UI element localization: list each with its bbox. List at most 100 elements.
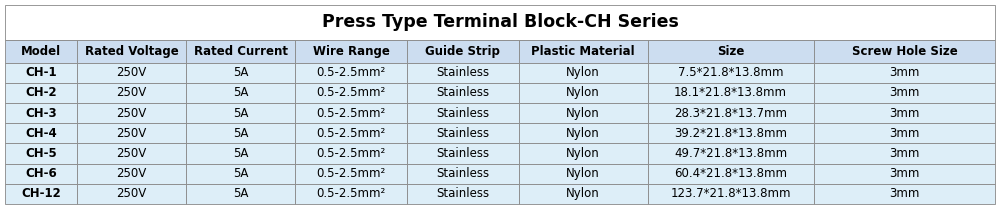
Bar xyxy=(648,184,814,204)
Bar xyxy=(407,123,519,143)
Text: Stainless: Stainless xyxy=(436,187,489,200)
Bar xyxy=(519,123,648,143)
Bar xyxy=(814,63,995,83)
Text: 3mm: 3mm xyxy=(889,66,920,79)
Bar xyxy=(648,40,814,63)
Bar xyxy=(77,123,186,143)
Bar xyxy=(407,103,519,123)
Text: 39.2*21.8*13.8mm: 39.2*21.8*13.8mm xyxy=(674,127,787,140)
Bar xyxy=(295,123,407,143)
Bar xyxy=(295,164,407,184)
Text: 3mm: 3mm xyxy=(889,127,920,140)
Bar xyxy=(814,83,995,103)
Text: CH-1: CH-1 xyxy=(25,66,57,79)
Text: 3mm: 3mm xyxy=(889,187,920,200)
Text: 123.7*21.8*13.8mm: 123.7*21.8*13.8mm xyxy=(670,187,791,200)
Bar xyxy=(5,184,77,204)
Text: Size: Size xyxy=(717,45,744,58)
Text: Nylon: Nylon xyxy=(566,127,600,140)
Text: Nylon: Nylon xyxy=(566,147,600,160)
Bar xyxy=(295,40,407,63)
Text: 5A: 5A xyxy=(233,127,248,140)
Text: Stainless: Stainless xyxy=(436,147,489,160)
Bar xyxy=(519,164,648,184)
Bar xyxy=(77,103,186,123)
Bar xyxy=(648,83,814,103)
Text: Press Type Terminal Block-CH Series: Press Type Terminal Block-CH Series xyxy=(322,13,678,31)
Text: CH-4: CH-4 xyxy=(25,127,57,140)
Bar xyxy=(77,40,186,63)
Text: 5A: 5A xyxy=(233,107,248,120)
Text: Plastic Material: Plastic Material xyxy=(531,45,635,58)
Bar xyxy=(295,184,407,204)
Text: Screw Hole Size: Screw Hole Size xyxy=(852,45,957,58)
Text: 0.5-2.5mm²: 0.5-2.5mm² xyxy=(316,87,386,99)
Text: Stainless: Stainless xyxy=(436,127,489,140)
Text: 0.5-2.5mm²: 0.5-2.5mm² xyxy=(316,187,386,200)
Bar xyxy=(407,184,519,204)
Bar xyxy=(814,40,995,63)
Text: Nylon: Nylon xyxy=(566,107,600,120)
Bar xyxy=(5,40,77,63)
Bar xyxy=(5,83,77,103)
Bar xyxy=(5,63,77,83)
Bar xyxy=(186,40,295,63)
Bar xyxy=(295,103,407,123)
Bar xyxy=(77,63,186,83)
Text: 250V: 250V xyxy=(117,127,147,140)
Text: Nylon: Nylon xyxy=(566,87,600,99)
Text: 18.1*21.8*13.8mm: 18.1*21.8*13.8mm xyxy=(674,87,787,99)
Text: 49.7*21.8*13.8mm: 49.7*21.8*13.8mm xyxy=(674,147,787,160)
Text: 3mm: 3mm xyxy=(889,167,920,180)
Text: 7.5*21.8*13.8mm: 7.5*21.8*13.8mm xyxy=(678,66,783,79)
Bar xyxy=(814,184,995,204)
Text: Stainless: Stainless xyxy=(436,87,489,99)
Bar xyxy=(519,103,648,123)
Text: CH-5: CH-5 xyxy=(25,147,57,160)
Bar xyxy=(295,63,407,83)
Text: Rated Current: Rated Current xyxy=(194,45,288,58)
Bar xyxy=(814,123,995,143)
Text: Stainless: Stainless xyxy=(436,107,489,120)
Bar xyxy=(295,83,407,103)
Text: CH-3: CH-3 xyxy=(25,107,57,120)
Bar xyxy=(186,63,295,83)
Bar xyxy=(407,40,519,63)
Text: 250V: 250V xyxy=(117,107,147,120)
Text: 250V: 250V xyxy=(117,147,147,160)
Bar xyxy=(407,143,519,164)
Bar xyxy=(77,184,186,204)
Bar xyxy=(5,5,995,40)
Text: 250V: 250V xyxy=(117,187,147,200)
Bar xyxy=(407,83,519,103)
Text: CH-12: CH-12 xyxy=(21,187,61,200)
Text: Model: Model xyxy=(21,45,61,58)
Bar xyxy=(77,143,186,164)
Text: 250V: 250V xyxy=(117,66,147,79)
Bar xyxy=(814,103,995,123)
Bar xyxy=(5,103,77,123)
Bar xyxy=(186,184,295,204)
Bar xyxy=(648,164,814,184)
Text: 0.5-2.5mm²: 0.5-2.5mm² xyxy=(316,147,386,160)
Bar xyxy=(814,143,995,164)
Bar xyxy=(519,83,648,103)
Text: 3mm: 3mm xyxy=(889,107,920,120)
Bar xyxy=(5,164,77,184)
Text: Stainless: Stainless xyxy=(436,66,489,79)
Bar xyxy=(77,83,186,103)
Text: Rated Voltage: Rated Voltage xyxy=(85,45,179,58)
Bar xyxy=(407,63,519,83)
Bar xyxy=(648,143,814,164)
Bar xyxy=(519,184,648,204)
Text: 60.4*21.8*13.8mm: 60.4*21.8*13.8mm xyxy=(674,167,787,180)
Bar xyxy=(648,63,814,83)
Text: Nylon: Nylon xyxy=(566,167,600,180)
Text: 3mm: 3mm xyxy=(889,147,920,160)
Text: 0.5-2.5mm²: 0.5-2.5mm² xyxy=(316,167,386,180)
Text: CH-2: CH-2 xyxy=(25,87,57,99)
Text: 28.3*21.8*13.7mm: 28.3*21.8*13.7mm xyxy=(674,107,787,120)
Text: 5A: 5A xyxy=(233,66,248,79)
Text: 0.5-2.5mm²: 0.5-2.5mm² xyxy=(316,107,386,120)
Bar xyxy=(186,164,295,184)
